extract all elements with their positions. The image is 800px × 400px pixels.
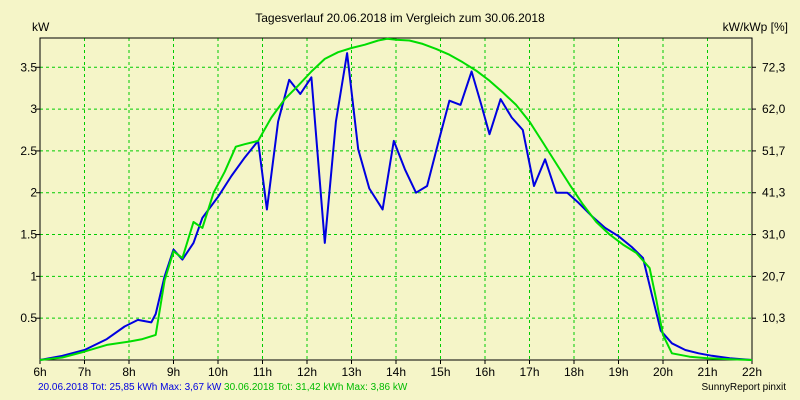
y-axis-label-left: kW bbox=[32, 20, 50, 34]
x-tick-label: 6h bbox=[33, 365, 46, 379]
x-tick-label: 11h bbox=[253, 365, 272, 379]
y-tick-label-right: 62,0 bbox=[762, 102, 786, 116]
footer-series2-summary: 30.06.2018 Tot: 31,42 kWh Max: 3,86 kW bbox=[224, 382, 408, 393]
y-tick-label-right: 31,0 bbox=[762, 228, 786, 242]
y-tick-label-right: 72,3 bbox=[762, 60, 786, 74]
x-tick-label: 18h bbox=[564, 365, 584, 379]
y-tick-label-right: 10,3 bbox=[762, 311, 786, 325]
x-tick-label: 8h bbox=[122, 365, 135, 379]
x-tick-label: 22h bbox=[742, 365, 762, 379]
x-tick-label: 16h bbox=[475, 365, 495, 379]
y-tick-label-right: 20,7 bbox=[762, 269, 786, 283]
x-tick-label: 13h bbox=[341, 365, 361, 379]
x-tick-label: 20h bbox=[653, 365, 673, 379]
x-tick-label: 10h bbox=[208, 365, 228, 379]
y-tick-label-left: 0.5 bbox=[20, 311, 37, 325]
y-tick-label-left: 2 bbox=[30, 186, 37, 200]
x-tick-label: 19h bbox=[608, 365, 628, 379]
y-tick-label-left: 3.5 bbox=[20, 60, 37, 74]
footer-series1-summary: 20.06.2018 Tot: 25,85 kWh Max: 3,67 kW bbox=[38, 382, 222, 393]
plot-border bbox=[39, 37, 753, 361]
footer-credit: SunnyReport pinxit bbox=[701, 382, 787, 393]
x-tick-label: 15h bbox=[430, 365, 450, 379]
y-tick-label-left: 2.5 bbox=[20, 144, 37, 158]
y-tick-label-left: 1.5 bbox=[20, 228, 37, 242]
x-tick-label: 14h bbox=[386, 365, 406, 379]
footer-summary: 20.06.2018 Tot: 25,85 kWh Max: 3,67 kW 3… bbox=[38, 382, 407, 393]
chart-title: Tagesverlauf 20.06.2018 im Vergleich zum… bbox=[255, 11, 545, 25]
y-axis-label-right: kW/kWp [%] bbox=[722, 20, 788, 34]
x-tick-label: 9h bbox=[167, 365, 180, 379]
y-tick-label-right: 41,3 bbox=[762, 186, 786, 200]
x-tick-label: 7h bbox=[78, 365, 91, 379]
x-tick-label: 21h bbox=[697, 365, 717, 379]
y-tick-label-left: 3 bbox=[30, 102, 37, 116]
y-tick-label-left: 1 bbox=[30, 269, 37, 283]
x-tick-label: 17h bbox=[519, 365, 539, 379]
x-tick-label: 12h bbox=[297, 365, 317, 379]
series-line-2 bbox=[39, 37, 753, 361]
y-tick-label-right: 51,7 bbox=[762, 144, 786, 158]
